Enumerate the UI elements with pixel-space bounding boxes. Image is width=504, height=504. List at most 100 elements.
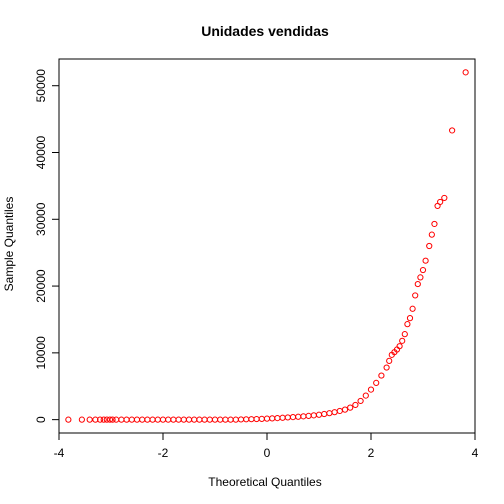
data-point (426, 242, 433, 250)
data-point (248, 416, 255, 423)
data-point (300, 413, 307, 420)
x-axis: -4 -2 0 2 4 (54, 432, 479, 460)
data-point (326, 410, 333, 417)
data-point (437, 198, 444, 206)
data-point (310, 412, 317, 419)
x-tick-label: 2 (368, 446, 375, 460)
data-point (175, 416, 182, 423)
data-point (367, 386, 375, 393)
y-tick-label: 40000 (34, 135, 48, 169)
data-point (96, 416, 104, 423)
data-point (106, 416, 114, 423)
data-point (170, 416, 177, 423)
data-point (100, 416, 107, 423)
data-point (123, 416, 130, 423)
data-point (331, 409, 338, 416)
data-point (211, 416, 219, 423)
data-point (109, 416, 116, 423)
data-point (78, 416, 85, 423)
x-tick-label: 4 (472, 446, 479, 460)
data-point (441, 194, 448, 202)
data-point (284, 414, 291, 421)
data-point (431, 220, 438, 228)
data-point (118, 416, 125, 423)
y-tick-label: 20000 (34, 269, 48, 303)
y-axis-label: Sample Quantiles (2, 197, 16, 292)
y-tick-label: 50000 (34, 69, 48, 103)
data-point (409, 305, 416, 312)
data-point (417, 274, 424, 281)
data-point (227, 416, 234, 423)
data-point (144, 416, 151, 423)
data-point (237, 416, 245, 423)
x-tick-label: 0 (264, 446, 271, 460)
data-point (139, 416, 146, 423)
data-point (263, 415, 271, 422)
data-point (206, 416, 213, 423)
data-point (258, 415, 265, 423)
data-point (449, 127, 456, 134)
data-point (414, 280, 421, 288)
data-point (336, 407, 343, 415)
data-point (315, 411, 323, 418)
data-point (347, 404, 354, 411)
data-point (201, 416, 208, 423)
data-point (383, 364, 390, 371)
data-point (103, 416, 110, 423)
data-point (279, 414, 286, 421)
data-point (362, 392, 369, 399)
data-point (180, 416, 187, 423)
data-point (357, 397, 364, 405)
data-point (243, 416, 250, 423)
x-tick-label: -4 (54, 446, 65, 460)
data-point (404, 321, 411, 328)
data-point (222, 416, 229, 423)
data-point (196, 416, 203, 423)
data-point (373, 379, 380, 387)
data-point (133, 416, 141, 423)
data-point (65, 416, 72, 423)
data-point (399, 337, 406, 344)
x-tick-label: -2 (158, 446, 169, 460)
data-point (406, 315, 414, 322)
data-point (289, 414, 297, 421)
y-tick-label: 0 (34, 416, 48, 423)
data-point (149, 416, 156, 423)
data-point (352, 401, 359, 409)
data-point (154, 416, 161, 423)
data-point (401, 331, 408, 338)
plot-frame (58, 58, 476, 434)
data-point (341, 406, 349, 413)
data-point (159, 416, 167, 423)
data-point (396, 343, 403, 350)
y-axis: 0 10000 20000 30000 40000 50000 (34, 69, 60, 423)
data-point (274, 415, 281, 422)
data-point (378, 372, 385, 379)
data-point (419, 266, 427, 274)
data-point (305, 412, 312, 420)
data-points (65, 69, 469, 423)
data-point (253, 415, 260, 423)
chart-title: Unidades vendidas (201, 23, 329, 39)
data-point (462, 69, 469, 76)
x-axis-label: Theoretical Quantiles (208, 475, 321, 489)
data-point (269, 415, 276, 422)
data-point (86, 416, 93, 423)
data-point (428, 231, 435, 238)
data-point (386, 357, 393, 364)
y-tick-label: 30000 (34, 202, 48, 236)
data-point (191, 416, 198, 423)
data-point (128, 416, 135, 423)
data-point (92, 416, 99, 423)
data-point (295, 413, 302, 420)
data-point (217, 416, 224, 423)
data-point (165, 416, 172, 423)
data-point (185, 416, 193, 423)
y-tick-label: 10000 (34, 336, 48, 370)
data-point (113, 416, 120, 423)
data-point (422, 257, 429, 264)
data-point (412, 292, 419, 299)
data-point (232, 416, 239, 423)
data-point (321, 410, 328, 418)
